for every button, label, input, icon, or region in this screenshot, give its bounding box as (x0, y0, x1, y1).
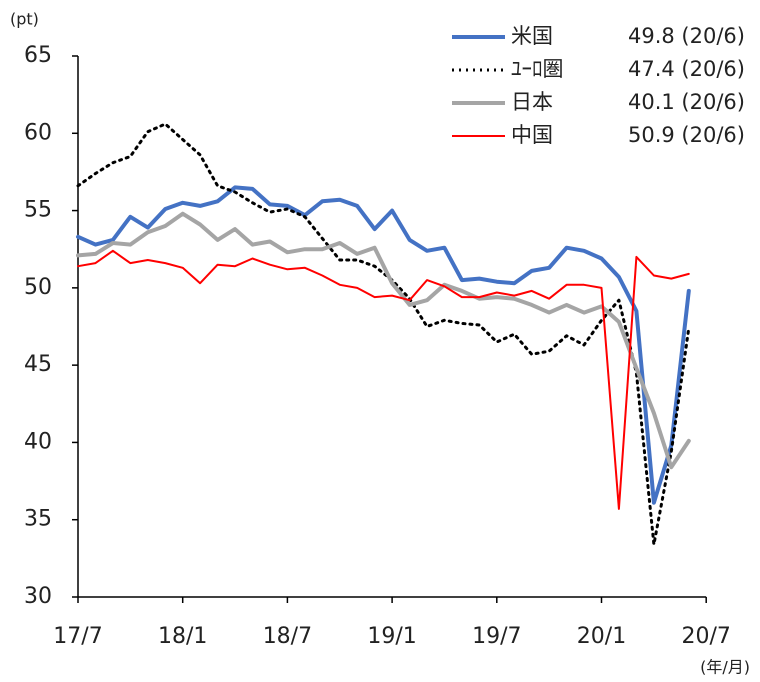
y-tick-label: 45 (24, 352, 52, 377)
x-tick-label: 19/7 (472, 624, 521, 649)
x-tick-label: 20/7 (681, 624, 730, 649)
legend-value: 47.4 (20/6) (628, 57, 745, 81)
y-axis-label: (pt) (10, 10, 39, 29)
series-line (76, 122, 691, 546)
y-tick-label: 50 (24, 275, 52, 300)
legend-label: ﾕｰﾛ圏 (511, 57, 564, 81)
legend-value: 40.1 (20/6) (628, 90, 745, 114)
series-line (77, 249, 690, 510)
legend-value: 49.8 (20/6) (628, 24, 745, 48)
y-tick-label: 55 (24, 198, 52, 223)
y-tick-label: 40 (24, 429, 52, 454)
x-tick-label: 19/1 (367, 624, 416, 649)
legend-label: 日本 (511, 90, 553, 114)
y-tick-label: 30 (24, 584, 52, 609)
legend-label: 中国 (511, 123, 553, 147)
x-tick-label: 18/1 (158, 624, 207, 649)
series-line (76, 211, 691, 470)
y-tick-label: 35 (24, 507, 52, 532)
x-tick-label: 17/7 (53, 624, 102, 649)
y-tick-label: 60 (24, 120, 52, 145)
legend-label: 米国 (511, 24, 553, 48)
series-line (76, 185, 691, 505)
y-tick-label: 65 (24, 43, 52, 68)
x-axis-label: (年/月) (700, 658, 750, 677)
legend-value: 50.9 (20/6) (628, 123, 745, 147)
x-tick-label: 18/7 (263, 624, 312, 649)
x-tick-label: 20/1 (577, 624, 626, 649)
